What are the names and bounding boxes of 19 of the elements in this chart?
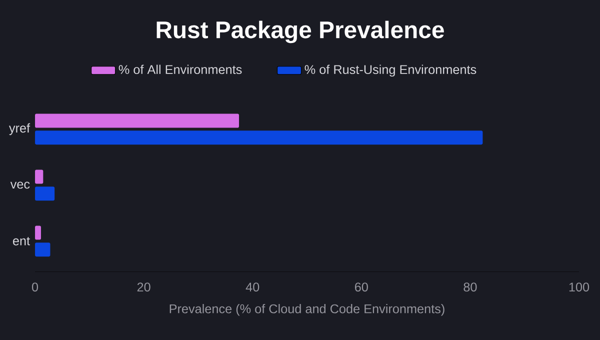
- x-tick-label: 20: [137, 282, 150, 292]
- bar: [35, 130, 483, 145]
- legend-label: % of All Environments: [118, 64, 242, 74]
- y-tick-label: ent: [12, 237, 30, 246]
- x-tick-label: 0: [32, 282, 38, 292]
- y-tick-label: vec: [10, 182, 30, 189]
- bar: [35, 226, 41, 240]
- x-tick-label: 60: [355, 282, 368, 292]
- chart-title: Rust Package Prevalence: [156, 20, 444, 44]
- bar: [35, 242, 50, 257]
- y-tick-label: yref: [8, 123, 30, 136]
- x-tick-label: 100: [569, 282, 590, 292]
- bar: [35, 170, 44, 184]
- legend-label: % of Rust-Using Environments: [304, 64, 476, 77]
- bar: [35, 114, 239, 128]
- x-tick-label: 80: [464, 282, 477, 292]
- x-axis-title: Prevalence (% of Cloud and Code Environments): [170, 304, 444, 316]
- bar: [35, 186, 55, 201]
- x-tick-label: 40: [246, 282, 260, 292]
